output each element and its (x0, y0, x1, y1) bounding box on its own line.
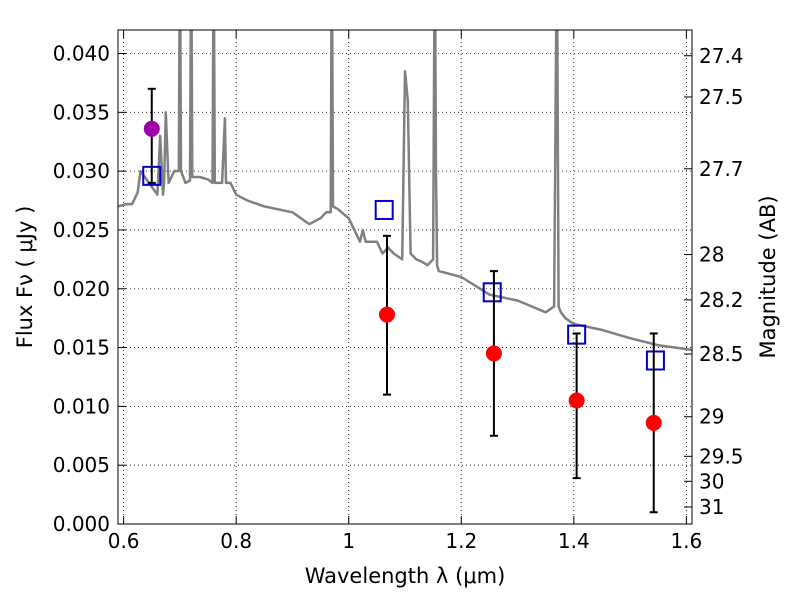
y-tick-label: 0.015 (53, 336, 110, 360)
y-axis-ticks: 0.000 0.005 0.010 0.015 0.020 0.025 0.030 0.035… (53, 42, 126, 536)
y-tick-label: 0.020 (53, 277, 110, 301)
magnitude-tick-label: 27.4 (699, 44, 744, 68)
spectrum-line (118, 30, 692, 352)
magnitude-tick-label: 31 (699, 495, 724, 519)
magnitude-tick-label: 29 (699, 405, 724, 429)
magnitude-axis-label: Magnitude (AB) (756, 195, 780, 358)
y-tick-label: 0.040 (53, 42, 110, 66)
magnitude-tick-label: 27.7 (699, 157, 744, 181)
magnitude-tick-label: 28.2 (699, 288, 744, 312)
y-axis-label: Flux Fν ( μJy ) (13, 206, 37, 349)
x-axis-label: Wavelength λ (μm) (305, 564, 506, 588)
plot-frame (117, 29, 693, 525)
x-tick-label: 1.6 (670, 529, 702, 553)
y-tick-label: 0.005 (53, 453, 110, 477)
x-tick-label: 1.2 (445, 529, 477, 553)
magnitude-tick-label: 28.5 (699, 342, 744, 366)
spectrum-layer (118, 30, 692, 352)
model-square-marker (645, 350, 665, 371)
y-tick-label: 0.030 (53, 159, 110, 183)
y-tick-label: 0.035 (53, 100, 110, 124)
x-tick-label: 1 (342, 529, 355, 553)
model-square-marker (374, 199, 394, 220)
x-tick-label: 1.4 (558, 529, 590, 553)
markers-layer (142, 87, 665, 514)
y-tick-label: 0.010 (53, 394, 110, 418)
x-tick-label: 0.6 (108, 529, 140, 553)
magnitude-tick-label: 29.5 (699, 444, 744, 468)
red-data-point (645, 414, 662, 431)
y-tick-label: 0.025 (53, 218, 110, 242)
x-tick-label: 0.8 (220, 529, 252, 553)
red-data-point (568, 392, 585, 409)
model-square-marker (482, 282, 502, 303)
x-axis-ticks: 0.6 0.8 1 1.2 1.4 1.6 (108, 30, 702, 553)
red-data-point (378, 306, 395, 323)
y-tick-label: 0.000 (53, 512, 110, 536)
magnitude-tick-label: 28 (699, 243, 724, 267)
magnitude-tick-label: 30 (699, 469, 724, 493)
magnitude-tick-label: 27.5 (699, 85, 744, 109)
magenta-data-point (143, 120, 160, 137)
red-data-point (485, 345, 502, 362)
